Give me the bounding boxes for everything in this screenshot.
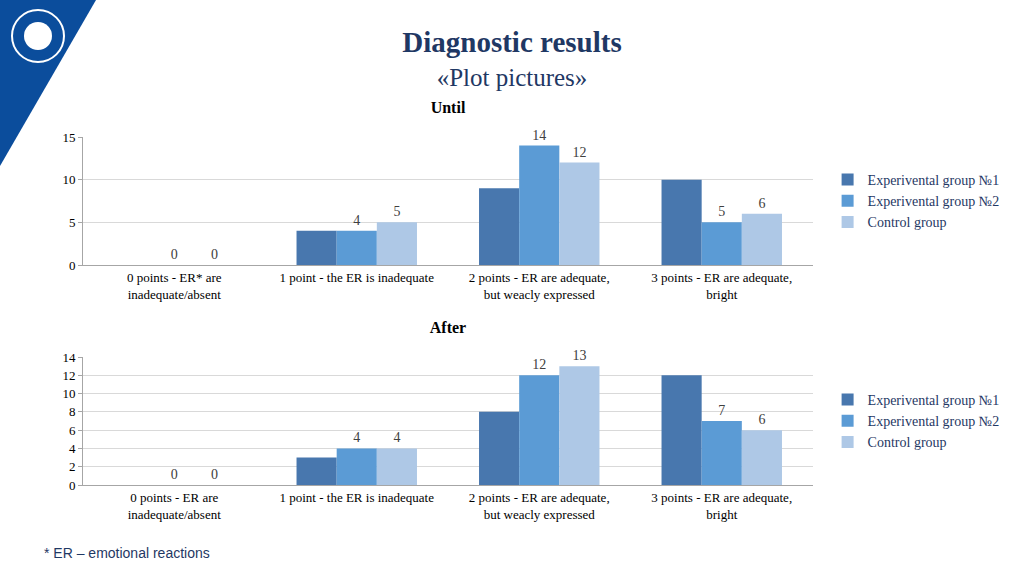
svg-text:4: 4 — [353, 430, 360, 445]
html-text:«Plot pictures»: «Plot pictures» — [436, 64, 588, 91]
svg-text:0: 0 — [211, 467, 218, 482]
svg-text:6: 6 — [758, 412, 765, 427]
svg-text:3 points - ER are adequate,bri: 3 points - ER are adequate,bright — [651, 490, 792, 522]
svg-text:3 points - ER are adequate,bri: 3 points - ER are adequate,bright — [651, 270, 792, 302]
svg-text:7: 7 — [718, 403, 725, 418]
svg-text:Control group: Control group — [868, 435, 947, 450]
svg-text:4: 4 — [393, 430, 400, 445]
svg-text:12: 12 — [62, 368, 75, 383]
svg-text:5: 5 — [393, 204, 400, 219]
svg-text:12: 12 — [532, 357, 546, 372]
svg-text:2 points - ER are adequate,but: 2 points - ER are adequate,but weacly ex… — [469, 270, 610, 302]
svg-text:0: 0 — [69, 258, 76, 273]
svg-text:8: 8 — [69, 404, 76, 419]
html-text:* ER – emotional reactions: * ER – emotional reactions — [44, 545, 210, 561]
svg-text:12: 12 — [572, 145, 586, 160]
svg-text:4: 4 — [69, 441, 76, 456]
svg-text:Until: Until — [431, 100, 466, 116]
svg-text:0 points - ER areinadequate/ab: 0 points - ER areinadequate/absent — [128, 490, 222, 522]
svg-text:15: 15 — [62, 130, 75, 145]
svg-text:0: 0 — [171, 467, 178, 482]
svg-text:Experivental group №1: Experivental group №1 — [868, 393, 1000, 408]
svg-text:6: 6 — [69, 423, 76, 438]
svg-text:14: 14 — [62, 350, 76, 365]
svg-text:1 point - the ER is inadequate: 1 point - the ER is inadequate — [279, 490, 434, 505]
svg-text:2 points - ER are adequate,but: 2 points - ER are adequate,but weacly ex… — [469, 490, 610, 522]
svg-text:4: 4 — [353, 213, 360, 228]
svg-text:Experivental group №2: Experivental group №2 — [868, 414, 1000, 429]
svg-text:10: 10 — [62, 386, 75, 401]
svg-text:1 point - the ER is inadequate: 1 point - the ER is inadequate — [279, 270, 434, 285]
svg-text:2: 2 — [69, 459, 76, 474]
svg-text:0: 0 — [69, 478, 76, 493]
svg-text:After: After — [430, 320, 466, 336]
svg-text:Experivental group №1: Experivental group №1 — [868, 173, 1000, 188]
svg-text:Experivental group №2: Experivental group №2 — [868, 194, 1000, 209]
svg-text:5: 5 — [69, 215, 76, 230]
svg-text:Control group: Control group — [868, 215, 947, 230]
svg-text:14: 14 — [532, 128, 546, 143]
svg-text:13: 13 — [572, 348, 586, 363]
svg-text:0: 0 — [171, 247, 178, 262]
html-text:Diagnostic results: Diagnostic results — [402, 26, 622, 58]
svg-text:0: 0 — [211, 247, 218, 262]
svg-text:0 points - ER* areinadequate/a: 0 points - ER* areinadequate/absent — [127, 270, 222, 302]
svg-text:6: 6 — [758, 196, 765, 211]
svg-text:5: 5 — [718, 204, 725, 219]
svg-text:10: 10 — [62, 172, 75, 187]
